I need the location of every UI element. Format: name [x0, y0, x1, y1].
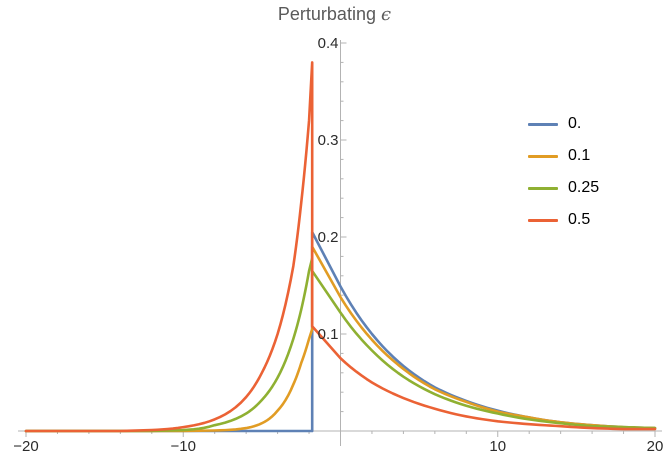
legend-item: 0.1: [528, 140, 599, 172]
axes: [18, 40, 662, 446]
x-tick-label: 10: [489, 438, 506, 455]
legend-label: 0.5: [568, 211, 591, 228]
x-tick-label: −10: [171, 438, 196, 455]
legend-label: 0.25: [568, 179, 600, 196]
legend-swatch: [528, 186, 558, 190]
series-line-3: [24, 61, 657, 433]
legend-item: 0.5: [528, 204, 599, 236]
chart-title-text: Perturbating: [277, 4, 376, 24]
y-tick-label: 0.3: [318, 132, 339, 149]
legend-swatch: [528, 122, 558, 126]
legend-label: 0.: [568, 115, 582, 132]
series-line-2: [24, 257, 657, 433]
series-layer: [24, 61, 657, 433]
tick-labels: −20 −10 10 20 0.1 0.2 0.3 0.4: [13, 35, 663, 455]
chart-title: Perturbating ϵ: [0, 4, 669, 25]
y-tick-label: 0.2: [318, 229, 339, 246]
legend-swatch: [528, 154, 558, 158]
chart-title-symbol: ϵ: [380, 4, 392, 25]
legend-item: 0.25: [528, 172, 599, 204]
legend: 0. 0.1 0.25 0.5: [528, 108, 599, 236]
x-tick-label: −20: [13, 438, 38, 455]
legend-item: 0.: [528, 108, 599, 140]
legend-swatch: [528, 218, 558, 222]
y-tick-label: 0.4: [318, 35, 339, 52]
legend-label: 0.1: [568, 147, 591, 164]
y-tick-label: 0.1: [318, 326, 339, 343]
x-tick-label: 20: [647, 438, 664, 455]
